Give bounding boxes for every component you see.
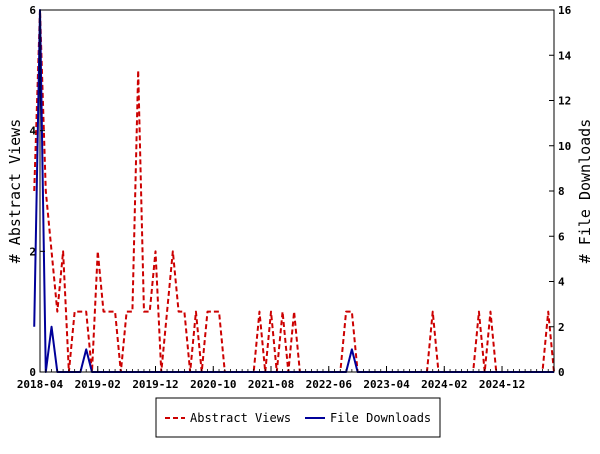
x-tick-label: 2024-02 <box>421 378 467 391</box>
right-tick-label: 8 <box>558 185 565 198</box>
left-tick-label: 0 <box>29 366 36 379</box>
left-axis: 0 2 4 6 <box>29 4 45 379</box>
plot-frame <box>39 9 555 373</box>
x-tick-label: 2018-04 <box>17 378 64 391</box>
x-tick-label: 2019-12 <box>132 378 178 391</box>
right-tick-label: 4 <box>558 276 565 289</box>
x-tick-label: 2022-06 <box>306 378 353 391</box>
right-tick-label: 16 <box>558 4 572 17</box>
x-tick-label: 2020-10 <box>190 378 236 391</box>
x-tick-label: 2024-12 <box>479 378 525 391</box>
left-tick-label: 2 <box>29 245 36 258</box>
legend: Abstract Views File Downloads <box>155 397 441 438</box>
right-tick-label: 2 <box>558 321 565 334</box>
right-tick-label: 6 <box>558 230 565 243</box>
x-tick-label: 2019-02 <box>75 378 121 391</box>
legend-label-abstract-views: Abstract Views <box>190 411 291 425</box>
left-tick-label: 4 <box>29 125 36 138</box>
right-axis: 0 2 4 6 8 10 12 14 16 <box>549 4 572 379</box>
series-line-abstract-views <box>33 9 555 373</box>
x-tick-label: 2021-08 <box>248 378 294 391</box>
right-tick-label: 14 <box>558 49 572 62</box>
series-layer <box>33 9 555 373</box>
right-tick-label: 12 <box>558 95 571 108</box>
right-tick-label: 0 <box>558 366 565 379</box>
legend-box <box>155 397 441 438</box>
x-axis: 2018-04 2019-02 2019-12 2020-10 2021-08 2022-… <box>17 366 555 391</box>
left-tick-label: 6 <box>29 4 36 17</box>
legend-label-file-downloads: File Downloads <box>330 411 431 425</box>
left-axis-title: # Abstract Views <box>6 119 24 264</box>
x-tick-label: 2023-04 <box>363 378 410 391</box>
right-tick-label: 10 <box>558 140 571 153</box>
right-axis-title: # File Downloads <box>576 119 594 264</box>
